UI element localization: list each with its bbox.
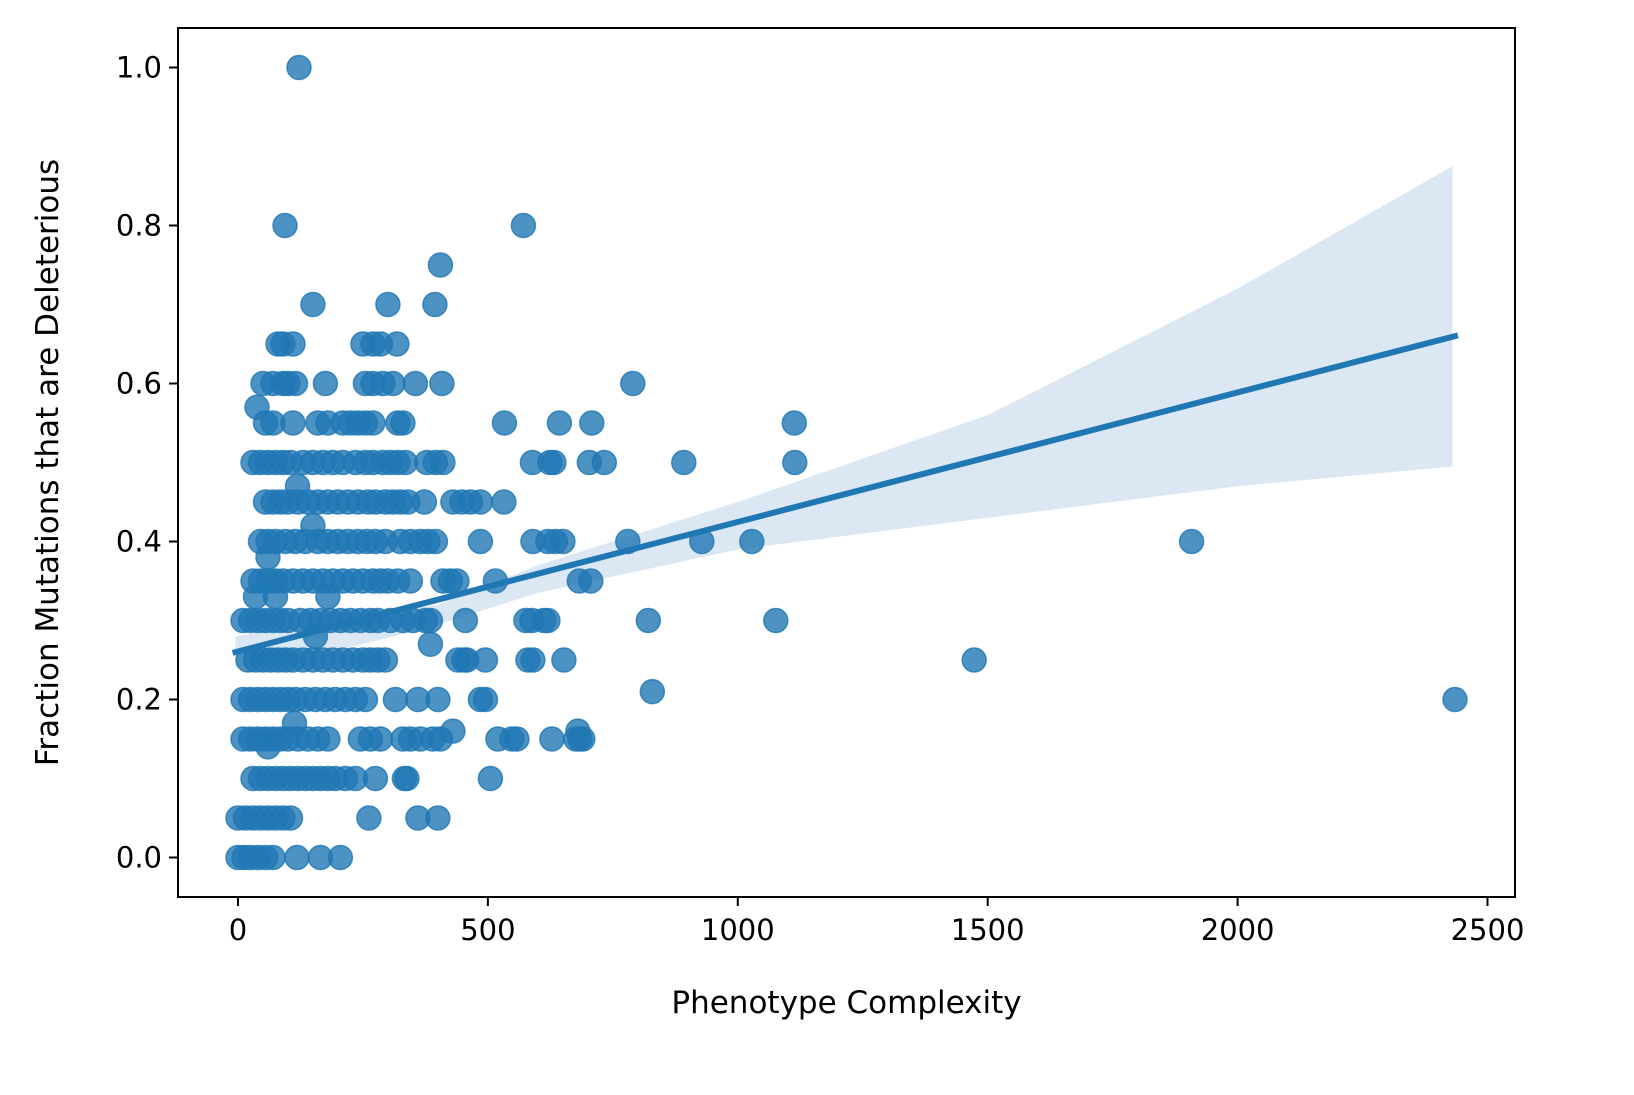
scatter-point [425, 686, 451, 713]
x-tick-label: 2500 [1451, 913, 1525, 947]
y-tick-label: 0.4 [116, 525, 162, 559]
scatter-point [255, 544, 281, 571]
scatter-point [477, 765, 504, 792]
scatter-point [284, 844, 310, 871]
y-axis-ticks: 0.0 0.2 0.4 0.6 0.8 1.0 [116, 51, 178, 875]
x-tick-label: 0 [229, 913, 247, 947]
regression-line [231, 332, 1459, 656]
scatter-point [763, 607, 789, 634]
scatter-point [360, 410, 386, 436]
scatter-point [375, 291, 401, 318]
x-tick-label: 500 [460, 913, 515, 947]
scatter-point [422, 528, 449, 555]
scatter-point [579, 410, 605, 436]
x-axis-ticks: 0 500 1000 1500 2000 2500 [229, 897, 1525, 947]
y-axis-label: Fraction Mutations that are Deleterious [30, 159, 66, 766]
scatter-point [384, 331, 410, 357]
scatter-point [300, 291, 326, 318]
scatter-point [430, 449, 456, 476]
scatter-point [367, 726, 394, 752]
scatter-point [510, 212, 537, 239]
scatter-point [417, 607, 444, 634]
scatter-point [380, 370, 406, 397]
scatter-point [546, 410, 573, 436]
scatter-point [392, 449, 419, 476]
scatter-point [422, 291, 448, 318]
y-tick-label: 1.0 [116, 51, 162, 85]
scatter-point [429, 370, 455, 397]
scatter-point [315, 726, 341, 752]
x-tick-label: 1500 [951, 913, 1025, 947]
scatter-point [535, 607, 561, 634]
y-tick-label: 0.6 [116, 367, 162, 401]
scatter-point [504, 726, 530, 752]
scatter-point [356, 805, 382, 831]
x-tick-label: 2000 [1201, 913, 1275, 947]
confidence-band [235, 166, 1453, 668]
scatter-point [427, 252, 454, 278]
scatter-point [382, 686, 409, 713]
scatter-point [541, 449, 567, 476]
scatter-point [286, 54, 312, 81]
scatter-point [362, 765, 389, 792]
scatter-point [961, 647, 987, 673]
scatter-point [440, 718, 466, 744]
scatter-point [452, 607, 479, 634]
scatter-point [467, 489, 494, 515]
scatter-point [1178, 528, 1205, 555]
scatter-point [565, 718, 591, 744]
scatter-point [444, 568, 470, 594]
scatter-point [539, 726, 565, 752]
scatter-point [472, 647, 499, 673]
scatter-point [472, 686, 499, 713]
scatter-point [620, 370, 646, 397]
scatter-point [260, 844, 286, 871]
scatter-point [394, 765, 420, 792]
scatter-point [411, 489, 438, 515]
scatter-point [591, 449, 618, 476]
scatter-point [671, 449, 697, 476]
x-tick-label: 1000 [701, 913, 775, 947]
scatter-point [491, 489, 517, 515]
scatter-point [425, 805, 451, 831]
scatter-point [280, 410, 306, 436]
scatter-point [280, 331, 306, 357]
scatter-point [1442, 686, 1468, 713]
regression-line-layer [231, 332, 1459, 656]
scatter-point [739, 528, 765, 555]
scatter-point [467, 528, 494, 555]
scatter-point [402, 370, 429, 397]
scatter-point [390, 410, 416, 436]
scatter-point [312, 370, 339, 397]
y-tick-label: 0.0 [116, 841, 162, 875]
scatter-point [639, 678, 666, 705]
scatter-point [372, 647, 399, 673]
scatter-point [272, 212, 298, 239]
scatter-point [551, 647, 577, 673]
confidence-band-layer [235, 166, 1453, 668]
scatter-point [417, 631, 444, 657]
scatter-point [635, 607, 662, 634]
scatter-point [520, 647, 546, 673]
scatter-point [782, 449, 808, 476]
scatter-point [277, 805, 304, 831]
scatter-point [352, 686, 379, 713]
scatter-point [781, 410, 808, 436]
y-tick-label: 0.2 [116, 683, 162, 717]
scatter-point [262, 584, 289, 610]
scatter-point [578, 568, 604, 594]
y-tick-label: 0.8 [116, 209, 162, 243]
scatter-points-layer [225, 54, 1468, 871]
scatter-point [327, 844, 354, 871]
scatter-point [491, 410, 518, 436]
scatter-point [315, 584, 341, 610]
scatter-point [397, 568, 424, 594]
scatter-point [255, 734, 281, 760]
scatter-point [550, 528, 576, 555]
x-axis-label: Phenotype Complexity [671, 985, 1021, 1021]
scatter-point [282, 370, 309, 397]
plot-frame [177, 27, 1516, 898]
